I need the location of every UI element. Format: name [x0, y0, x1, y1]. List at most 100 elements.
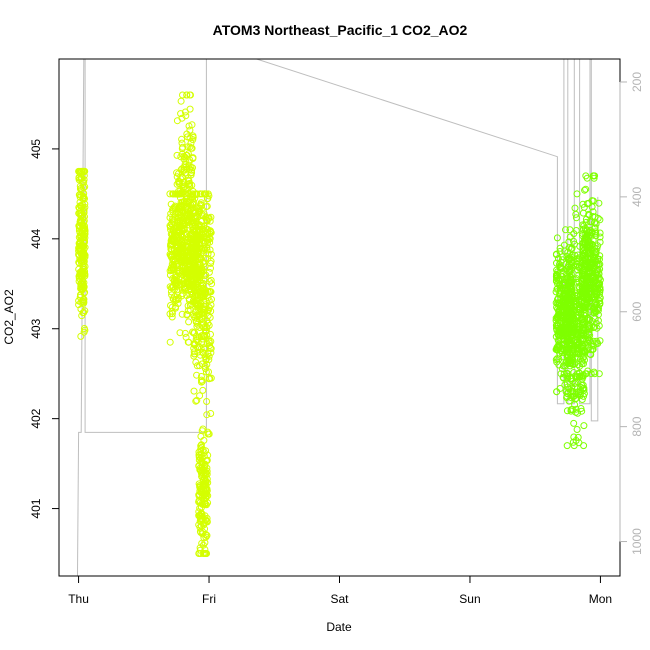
data-point: [207, 345, 215, 353]
data-point: [589, 324, 597, 332]
data-point: [183, 91, 191, 99]
data-point: [567, 285, 575, 293]
data-point: [554, 255, 562, 262]
data-point: [579, 354, 587, 362]
data-point: [179, 237, 187, 245]
data-point: [203, 202, 211, 210]
y2-tick-label: 400: [630, 187, 644, 207]
data-point: [593, 290, 601, 298]
data-point: [190, 341, 198, 349]
data-point: [196, 523, 204, 531]
data-point: [175, 190, 183, 198]
data-point: [173, 266, 181, 274]
data-point: [173, 151, 181, 159]
data-point: [596, 284, 604, 291]
data-point: [202, 237, 209, 245]
data-point: [595, 370, 603, 378]
data-point: [556, 287, 564, 295]
data-point: [80, 289, 88, 297]
data-point: [562, 226, 569, 234]
data-point: [588, 218, 596, 226]
data-point: [191, 194, 199, 202]
data-point: [568, 316, 576, 324]
data-point: [80, 178, 88, 186]
data-point: [200, 452, 208, 460]
data-point: [575, 305, 583, 313]
data-point: [177, 153, 185, 161]
data-point: [193, 290, 201, 298]
data-point: [199, 314, 206, 322]
data-point: [591, 224, 599, 232]
data-point: [193, 268, 201, 276]
x-tick-label: Sun: [459, 592, 480, 606]
y2-tick-label: 1000: [630, 528, 644, 555]
data-point: [174, 204, 182, 212]
data-point: [583, 370, 590, 378]
data-point: [556, 349, 564, 357]
data-point: [206, 230, 213, 238]
data-point: [197, 467, 205, 475]
data-point: [595, 199, 603, 207]
y2-tick-label: 800: [630, 416, 644, 436]
data-point: [183, 130, 191, 138]
data-point: [569, 296, 576, 304]
secondary-series-line: [76, 59, 599, 576]
data-point: [589, 278, 597, 286]
data-point: [193, 284, 201, 292]
data-point: [207, 257, 215, 265]
data-point: [205, 337, 213, 345]
data-point: [76, 293, 84, 301]
data-point: [582, 172, 590, 180]
data-point: [175, 179, 183, 187]
data-point: [585, 337, 593, 345]
data-point: [187, 91, 194, 99]
data-point: [199, 348, 207, 356]
data-point: [596, 286, 604, 294]
data-point: [579, 225, 587, 233]
data-point: [203, 411, 211, 419]
data-point: [565, 385, 573, 393]
data-point: [554, 300, 562, 308]
y-tick-label: 404: [29, 228, 43, 248]
data-point: [592, 220, 600, 228]
data-point: [183, 198, 191, 206]
data-point: [184, 133, 191, 141]
data-point: [167, 200, 175, 208]
y-tick-label: 403: [29, 318, 43, 338]
data-point: [191, 221, 199, 229]
data-point: [588, 317, 596, 325]
data-point: [196, 315, 203, 323]
x-axis: Thu Fri Sat Sun Mon: [68, 575, 612, 606]
data-point: [553, 344, 561, 352]
data-point: [578, 357, 586, 365]
data-point: [570, 419, 578, 427]
data-point: [200, 297, 208, 305]
data-point: [581, 186, 589, 194]
data-point: [181, 160, 189, 168]
data-point: [204, 250, 212, 258]
data-point: [80, 176, 88, 184]
data-point: [76, 204, 83, 212]
data-point: [208, 280, 216, 288]
data-point: [81, 269, 89, 277]
data-points: [75, 91, 604, 557]
data-point: [77, 206, 85, 214]
data-point: [564, 292, 572, 300]
data-point: [572, 311, 580, 319]
data-point: [203, 195, 211, 203]
data-point: [191, 244, 199, 251]
data-point: [204, 190, 212, 198]
data-point: [205, 368, 212, 376]
data-point: [193, 322, 201, 330]
data-point: [200, 333, 208, 341]
data-point: [207, 250, 215, 258]
data-point: [564, 360, 572, 368]
data-point: [186, 156, 194, 164]
data-point: [590, 305, 598, 313]
data-point: [560, 279, 568, 287]
data-point: [174, 278, 182, 285]
data-point: [197, 345, 205, 353]
data-point: [202, 481, 210, 489]
data-point: [556, 385, 564, 392]
